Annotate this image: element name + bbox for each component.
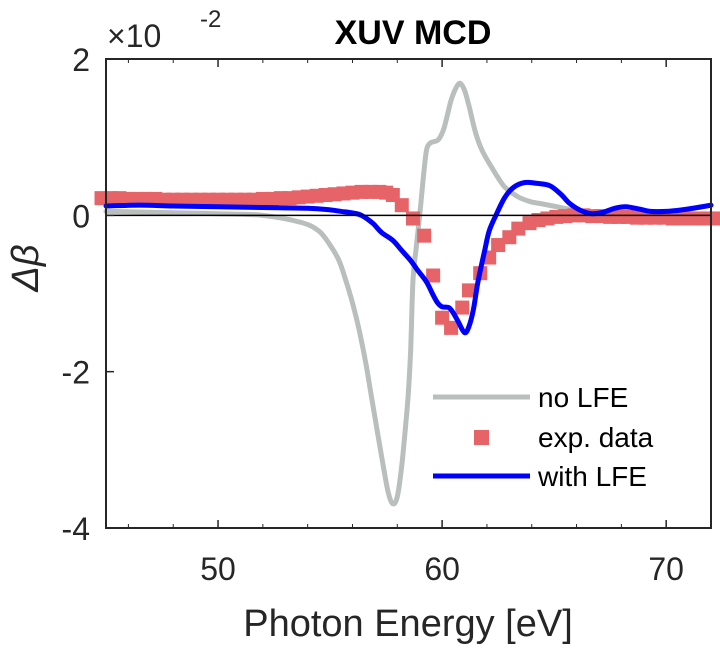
legend-label-with-lfe: with LFE xyxy=(537,461,647,492)
data-point xyxy=(394,198,409,213)
x-tick-label: 60 xyxy=(424,551,460,587)
data-point xyxy=(462,283,476,298)
legend-item-no-lfe: no LFE xyxy=(433,382,628,413)
y-tick-label: -4 xyxy=(62,511,90,547)
chart-title: XUV MCD xyxy=(335,14,492,52)
x-tick-label: 50 xyxy=(200,551,236,587)
y-axis-label: Δβ xyxy=(5,244,47,292)
ticks-layer: 50 60 70 -4 -2 0 2 xyxy=(62,42,712,587)
y-tick-label: -2 xyxy=(62,355,90,391)
data-point xyxy=(444,320,459,335)
legend-label-no-lfe: no LFE xyxy=(538,382,628,413)
legend-label-exp-data: exp. data xyxy=(538,422,654,453)
data-point xyxy=(426,268,441,283)
y-multiplier-exponent: -2 xyxy=(200,6,221,33)
y-tick-label: 2 xyxy=(72,42,90,78)
legend-item-with-lfe: with LFE xyxy=(433,461,647,492)
series-line-with-lfe xyxy=(103,179,714,336)
y-multiplier-base: ×10 xyxy=(107,18,161,54)
data-point xyxy=(708,211,720,226)
data-point xyxy=(417,228,432,243)
x-tick-label: 70 xyxy=(648,551,684,587)
legend-swatch-exp-data xyxy=(474,430,489,445)
data-point xyxy=(511,221,526,236)
data-point xyxy=(455,300,470,315)
y-multiplier: ×10 -2 xyxy=(107,6,221,54)
data-point xyxy=(491,238,506,253)
legend: no LFE exp. data with LFE xyxy=(433,382,654,492)
legend-item-exp-data: exp. data xyxy=(474,422,654,453)
x-axis-label: Photon Energy [eV] xyxy=(243,603,573,645)
data-point xyxy=(405,211,420,226)
y-tick-label: 0 xyxy=(72,198,90,234)
axes-frame xyxy=(105,58,712,529)
